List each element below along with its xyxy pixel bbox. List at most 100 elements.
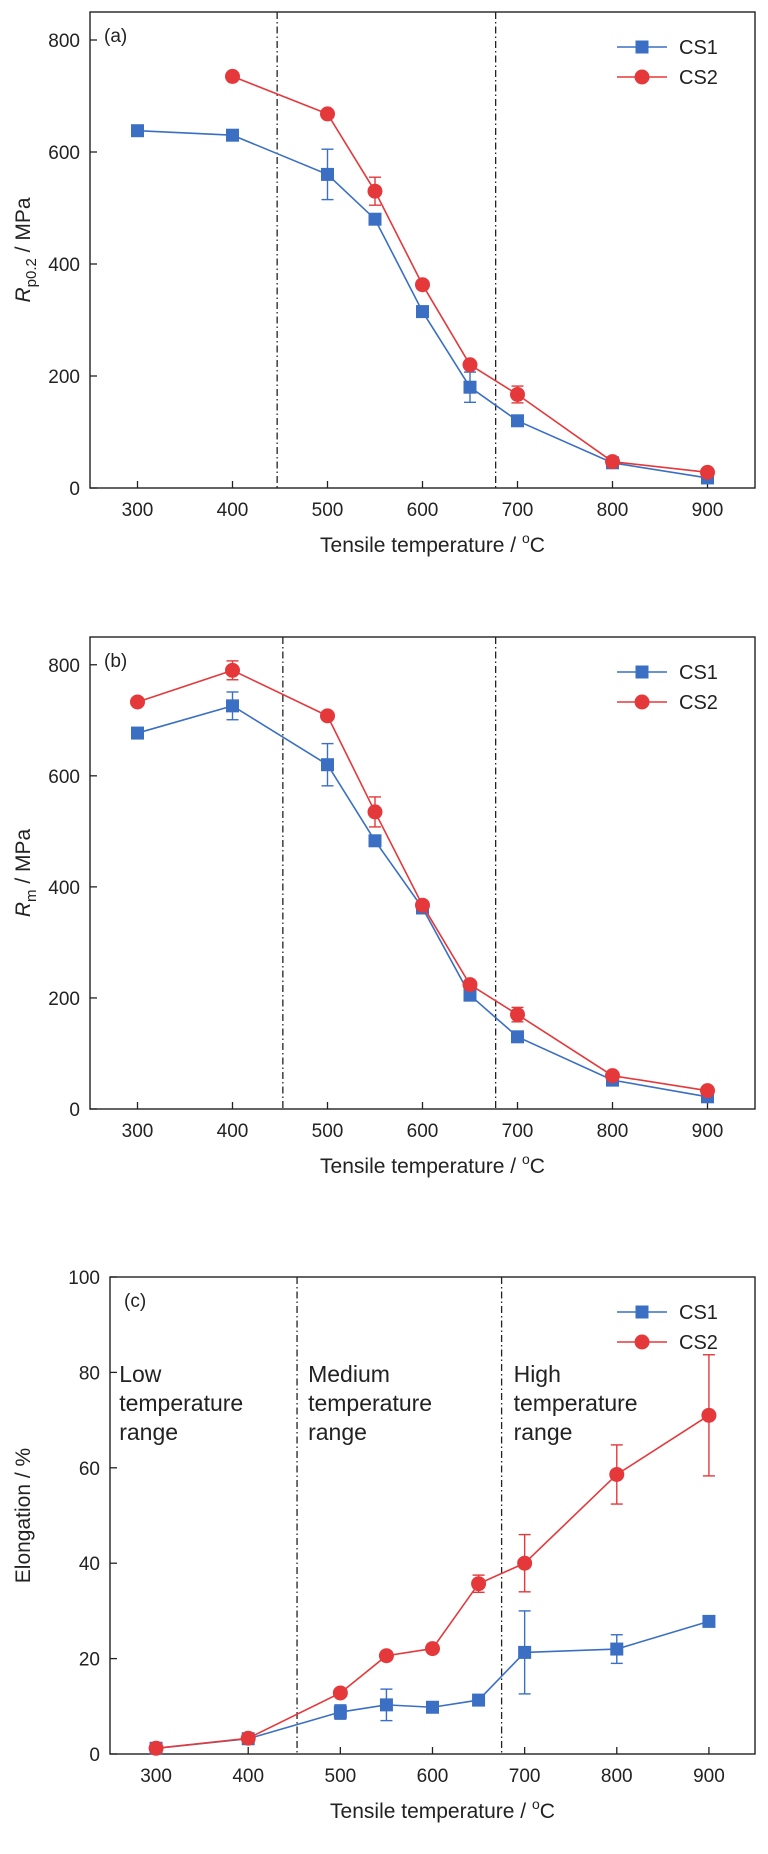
data-point: [321, 758, 334, 772]
y-tick-label: 200: [48, 367, 80, 388]
data-point: [367, 804, 383, 820]
legend-label: CS1: [679, 662, 718, 684]
data-point: [702, 1614, 716, 1628]
data-point: [511, 1030, 524, 1044]
data-point: [518, 1645, 532, 1659]
data-point: [131, 726, 144, 740]
y-axis-label-sub: m: [23, 890, 40, 903]
x-tick-label: 900: [692, 1121, 724, 1142]
legend-label: CS1: [679, 1302, 718, 1324]
x-tick-label: 300: [140, 1766, 172, 1787]
x-axis-label-sup: o: [522, 530, 530, 546]
y-axis-label-sub: p0.2: [23, 258, 40, 287]
y-axis-label-text: / MPa: [12, 829, 35, 890]
series-line: [155, 1414, 710, 1750]
y-tick-label: 400: [48, 878, 80, 899]
data-point: [463, 988, 477, 1002]
data-point: [426, 1700, 439, 1714]
x-tick-label: 400: [232, 1766, 264, 1787]
x-tick-label: 400: [217, 500, 249, 521]
legend-entry-cs1: CS1: [617, 662, 718, 684]
y-tick-label: 200: [48, 989, 80, 1010]
data-point: [700, 1083, 715, 1099]
y-axis-label-symbol: R: [12, 902, 35, 917]
data-point: [472, 1693, 486, 1707]
x-tick-label: 500: [312, 500, 344, 521]
y-axis-label: Rm / MPa: [12, 829, 40, 918]
data-point: [320, 708, 335, 724]
legend-entry-cs2: CS2: [617, 692, 718, 714]
series-line: [137, 669, 708, 1092]
data-point: [471, 1576, 487, 1592]
range-annotation-line: temperature: [119, 1390, 243, 1416]
x-tick-label: 600: [417, 1766, 449, 1787]
x-axis-label-text: Tensile temperature /: [330, 1800, 532, 1823]
data-point: [321, 167, 334, 181]
x-axis-label-sup: o: [522, 1151, 530, 1167]
y-axis-label-symbol: R: [12, 287, 35, 302]
y-axis-label-text: / MPa: [12, 197, 35, 258]
data-point: [368, 834, 382, 848]
y-tick-label: 800: [48, 656, 80, 677]
x-tick-label: 900: [692, 500, 724, 521]
x-axis-label-text: Tensile temperature /: [320, 534, 522, 557]
series-cs1: [149, 1610, 716, 1755]
y-tick-label: 800: [48, 31, 80, 52]
legend-entry-cs1: CS1: [617, 37, 718, 59]
data-point: [368, 212, 382, 226]
data-point: [131, 124, 144, 138]
range-annotation-line: range: [514, 1419, 573, 1445]
y-tick-label: 400: [48, 255, 80, 276]
x-tick-label: 400: [217, 1121, 249, 1142]
data-point: [240, 1730, 256, 1746]
plot-frame: [89, 636, 756, 1110]
data-point: [367, 183, 383, 199]
series-cs2: [148, 1354, 717, 1756]
legend-entry-cs2: CS2: [617, 1332, 718, 1354]
plot-frame: [109, 1276, 756, 1755]
legend-marker: [635, 40, 649, 54]
x-axis-label-unit: C: [530, 534, 545, 557]
legend-marker: [634, 694, 650, 710]
y-axis-label: Elongation / %: [12, 1448, 35, 1583]
range-annotation-line: High: [514, 1361, 561, 1387]
y-tick-label: 40: [79, 1554, 100, 1575]
range-annotation-line: temperature: [514, 1390, 638, 1416]
range-annotation-line: range: [308, 1419, 367, 1445]
data-point: [510, 386, 525, 402]
data-point: [511, 414, 524, 428]
chart-panel-b: 300 400 500 600 700 800 900 0 200 400 600 800 Tensil…: [12, 636, 756, 1178]
x-axis-label: Tensile temperature / oC: [320, 530, 545, 557]
data-point: [609, 1466, 625, 1482]
data-point: [462, 357, 478, 373]
series-cs1: [131, 124, 714, 485]
y-tick-label: 100: [68, 1268, 100, 1289]
data-point: [462, 977, 478, 993]
data-point: [517, 1555, 533, 1571]
x-axis-label-sup: o: [532, 1796, 540, 1812]
legend-label: CS2: [679, 1332, 718, 1354]
x-tick-label: 500: [325, 1766, 357, 1787]
series-line: [137, 129, 708, 479]
data-point: [226, 699, 239, 713]
data-point: [333, 1705, 347, 1719]
y-tick-label: 0: [69, 479, 80, 500]
data-point: [701, 1407, 717, 1423]
plot-frame: [89, 11, 756, 489]
series-cs2: [130, 660, 715, 1099]
data-point: [425, 1641, 440, 1657]
series-line: [232, 75, 708, 474]
y-axis-label: Rp0.2 / MPa: [12, 197, 40, 302]
x-tick-label: 800: [597, 1121, 629, 1142]
panel-label: (a): [104, 26, 127, 47]
data-point: [379, 1698, 393, 1712]
x-tick-label: 900: [693, 1766, 725, 1787]
data-point: [378, 1648, 394, 1664]
range-annotation-line: temperature: [308, 1390, 432, 1416]
x-tick-label: 800: [601, 1766, 633, 1787]
y-tick-label: 0: [89, 1745, 100, 1766]
x-axis-label: Tensile temperature / oC: [320, 1151, 545, 1178]
x-axis-label-text: Tensile temperature /: [320, 1155, 522, 1178]
data-point: [320, 106, 335, 122]
legend-marker: [634, 1334, 650, 1350]
